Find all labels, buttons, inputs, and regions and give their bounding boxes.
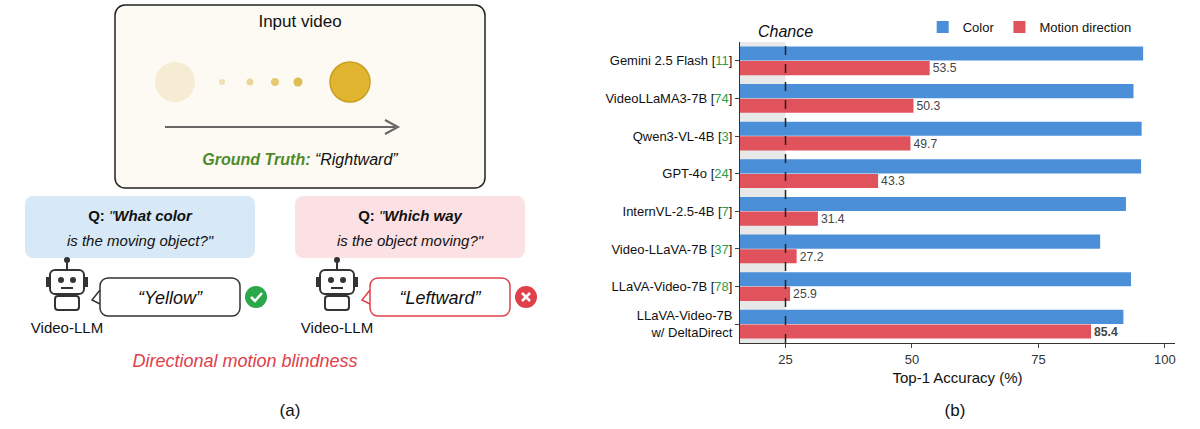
svg-text:GPT-4o [24]: GPT-4o [24]: [662, 166, 732, 181]
svg-text:50.3: 50.3: [916, 99, 940, 113]
svg-text:100: 100: [1154, 352, 1176, 367]
svg-text:Input video: Input video: [258, 12, 341, 31]
svg-text:Video-LLM: Video-LLM: [301, 319, 373, 336]
svg-text:Q: "What color: Q: "What color: [88, 207, 193, 224]
svg-text:31.4: 31.4: [821, 212, 845, 226]
svg-text:27.2: 27.2: [800, 250, 824, 264]
svg-text:43.3: 43.3: [881, 174, 905, 188]
svg-text:(a): (a): [280, 401, 301, 420]
svg-text:Color: Color: [963, 20, 995, 35]
svg-text:“Leftward”: “Leftward”: [399, 288, 481, 308]
svg-text:is the moving object?": is the moving object?": [67, 232, 214, 249]
svg-text:Video-LLM: Video-LLM: [31, 319, 103, 336]
svg-text:53.5: 53.5: [933, 61, 957, 75]
svg-text:(b): (b): [945, 401, 966, 420]
svg-text:50: 50: [905, 352, 919, 367]
svg-text:“Yellow”: “Yellow”: [138, 288, 203, 308]
svg-text:75: 75: [1031, 352, 1045, 367]
svg-text:Qwen3-VL-4B [3]: Qwen3-VL-4B [3]: [633, 129, 733, 144]
svg-text:Video-LLaVA-7B [37]: Video-LLaVA-7B [37]: [611, 241, 732, 256]
svg-text:Chance: Chance: [758, 23, 813, 40]
svg-text:InternVL-2.5-4B [7]: InternVL-2.5-4B [7]: [623, 204, 733, 219]
svg-text:is the object moving?": is the object moving?": [337, 232, 484, 249]
svg-text:Gemini 2.5 Flash [11]: Gemini 2.5 Flash [11]: [610, 53, 733, 68]
svg-text:25.9: 25.9: [793, 287, 817, 301]
svg-text:25: 25: [778, 352, 792, 367]
svg-text:49.7: 49.7: [913, 137, 937, 151]
svg-text:Ground Truth: “Rightward”: Ground Truth: “Rightward”: [202, 151, 398, 168]
svg-text:VideoLLaMA3-7B [74]: VideoLLaMA3-7B [74]: [605, 91, 732, 106]
svg-text:LLaVA-Video-7Bw/ DeltaDirect: LLaVA-Video-7Bw/ DeltaDirect: [637, 308, 733, 340]
svg-text:85.4: 85.4: [1094, 325, 1118, 339]
svg-text:LLaVA-Video-7B [78]: LLaVA-Video-7B [78]: [611, 279, 732, 294]
svg-text:Motion direction: Motion direction: [1039, 20, 1131, 35]
svg-text:Top-1 Accuracy (%): Top-1 Accuracy (%): [892, 369, 1022, 386]
svg-text:Directional motion blindness: Directional motion blindness: [132, 351, 357, 371]
svg-text:Q: "Which way: Q: "Which way: [358, 207, 462, 224]
